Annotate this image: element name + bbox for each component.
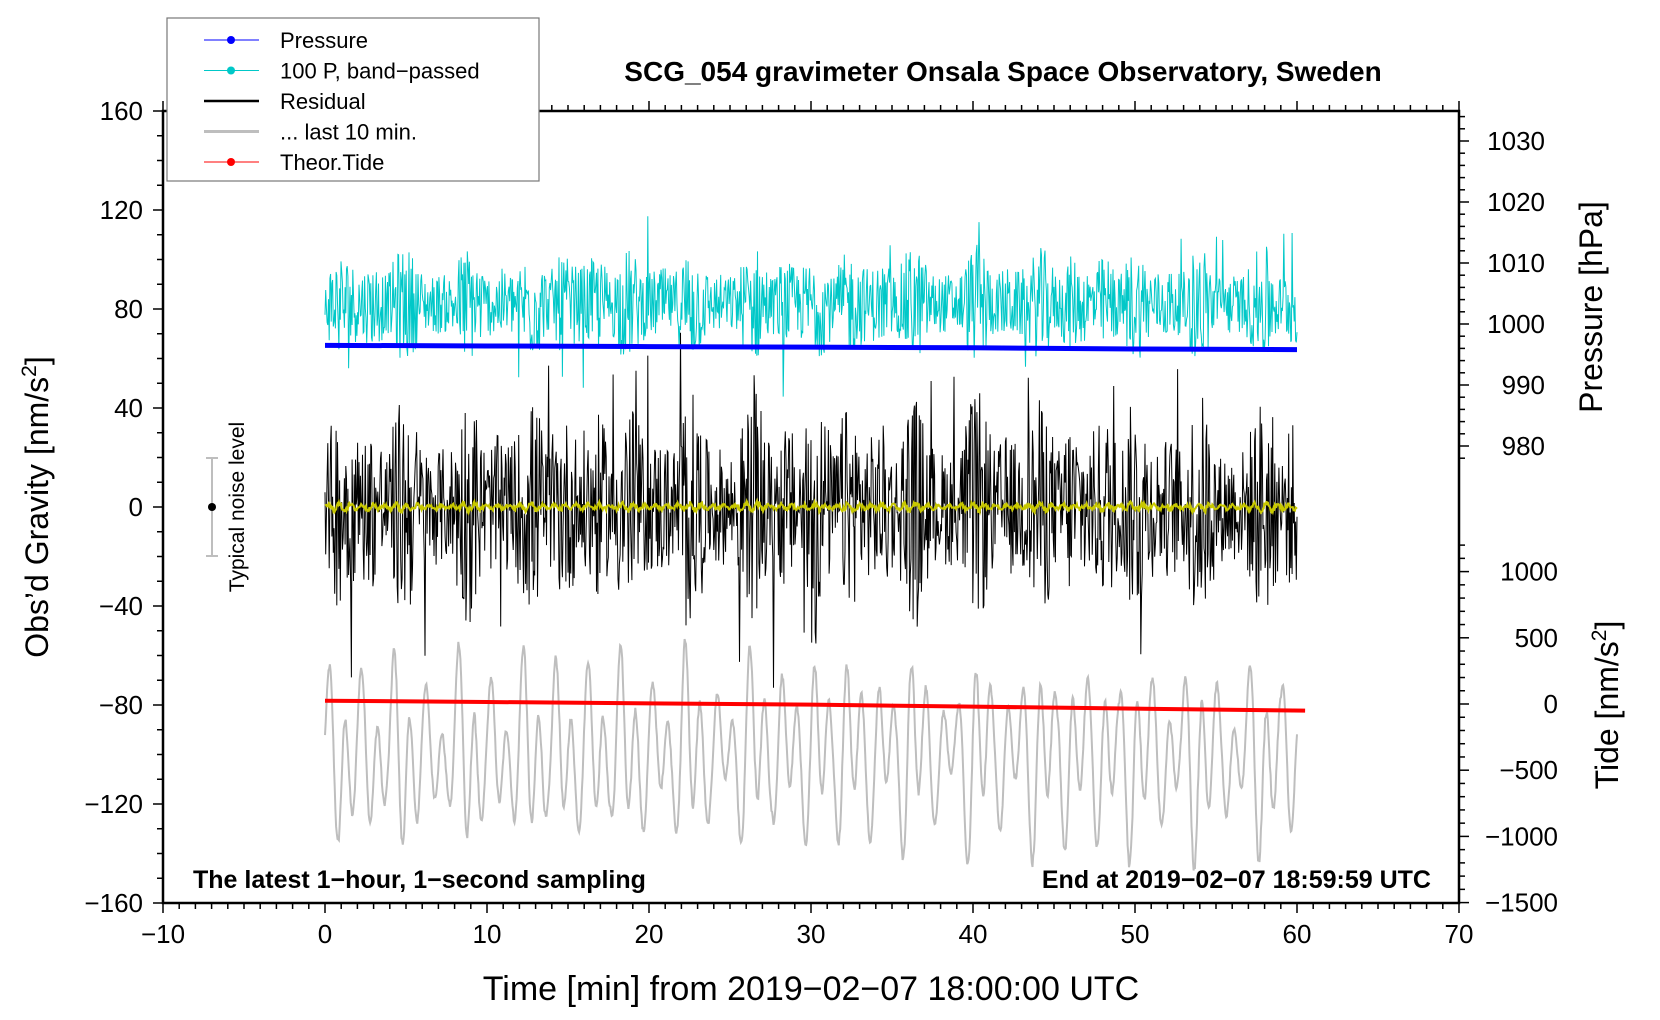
y-pressure-tick-label: 1020 bbox=[1487, 187, 1545, 217]
legend-label: Theor.Tide bbox=[280, 150, 384, 175]
y-left-tick-label: 160 bbox=[100, 96, 143, 126]
legend-item: Pressure bbox=[204, 28, 368, 53]
y-left-tick-label: 40 bbox=[114, 393, 143, 423]
y-tide-tick-label: −1000 bbox=[1485, 821, 1558, 851]
x-tick-label: 20 bbox=[635, 919, 664, 949]
y-tide-tick-label: 1000 bbox=[1500, 557, 1558, 587]
noise-level-indicator: Typical noise level bbox=[206, 422, 249, 592]
x-tick-label: 60 bbox=[1283, 919, 1312, 949]
x-tick-label: 0 bbox=[318, 919, 332, 949]
x-axis-label: Time [min] from 2019−02−07 18:00:00 UTC bbox=[483, 970, 1139, 1008]
y-tide-tick-label: 0 bbox=[1544, 689, 1558, 719]
y-left-tick-label: −80 bbox=[99, 690, 143, 720]
y-tide-tick-label: 500 bbox=[1515, 623, 1558, 653]
series-layer bbox=[324, 216, 1306, 871]
x-tick-label: 50 bbox=[1121, 919, 1150, 949]
x-tick-label: 30 bbox=[797, 919, 826, 949]
legend-item: 100 P, band−passed bbox=[204, 59, 480, 84]
y-tide-tick-label: −500 bbox=[1499, 755, 1558, 785]
y-left-tick-label: −40 bbox=[99, 591, 143, 621]
legend-item: Residual bbox=[204, 89, 366, 114]
y-left-tick-label: 80 bbox=[114, 294, 143, 324]
x-tick-label: 10 bbox=[473, 919, 502, 949]
y-left-tick-label: −120 bbox=[84, 789, 143, 819]
legend-label: Pressure bbox=[280, 28, 368, 53]
legend-label: 100 P, band−passed bbox=[280, 59, 480, 84]
annotation-end-time: End at 2019−02−07 18:59:59 UTC bbox=[1042, 866, 1431, 894]
series-theor-tide bbox=[324, 698, 1306, 713]
legend-swatch-dot bbox=[227, 66, 235, 75]
legend-label: Residual bbox=[280, 89, 366, 114]
legend-item: Theor.Tide bbox=[204, 150, 384, 175]
series-pressure bbox=[324, 342, 1298, 353]
y-pressure-tick-label: 1030 bbox=[1487, 126, 1545, 156]
x-tick-label: −10 bbox=[141, 919, 185, 949]
y-pressure-tick-label: 990 bbox=[1502, 370, 1545, 400]
ticks-layer: −10 0 10 20 30 40 50 60 7016012080400−40−80−120−… bbox=[84, 96, 1558, 949]
x-tick-label: 70 bbox=[1445, 919, 1474, 949]
x-tick-label: 40 bbox=[959, 919, 988, 949]
y-left-tick-label: 0 bbox=[129, 492, 143, 522]
noise-level-label: Typical noise level bbox=[226, 422, 249, 592]
y-pressure-tick-label: 1000 bbox=[1487, 309, 1545, 339]
legend-label: ... last 10 min. bbox=[280, 120, 417, 145]
y-left-tick-label: 120 bbox=[100, 195, 143, 225]
legend-item: ... last 10 min. bbox=[204, 120, 417, 145]
y-axis-label-left: Obs’d Gravity [nm/s2] bbox=[18, 356, 55, 658]
legend: Pressure 100 P, band−passed Residual ... la… bbox=[166, 17, 540, 182]
legend-swatch-dot bbox=[227, 158, 235, 166]
y-pressure-tick-label: 1010 bbox=[1487, 248, 1545, 278]
series-residual bbox=[324, 332, 1298, 688]
series-band-passed-pressure bbox=[324, 216, 1298, 397]
y-pressure-tick-label: 980 bbox=[1502, 431, 1545, 461]
series-last-10-min bbox=[324, 638, 1298, 871]
y-left-tick-label: −160 bbox=[84, 888, 143, 918]
y-tide-tick-label: −1500 bbox=[1485, 888, 1558, 918]
y-axis-label-pressure: Pressure [hPa] bbox=[1573, 201, 1609, 413]
chart-title: SCG_054 gravimeter Onsala Space Observat… bbox=[624, 56, 1381, 87]
annotation-sampling: The latest 1−hour, 1−second sampling bbox=[193, 866, 646, 894]
legend-swatch-dot bbox=[227, 36, 235, 44]
series-residual-smoothed bbox=[324, 497, 1298, 517]
y-axis-label-tide: Tide [nm/s2] bbox=[1588, 621, 1625, 790]
